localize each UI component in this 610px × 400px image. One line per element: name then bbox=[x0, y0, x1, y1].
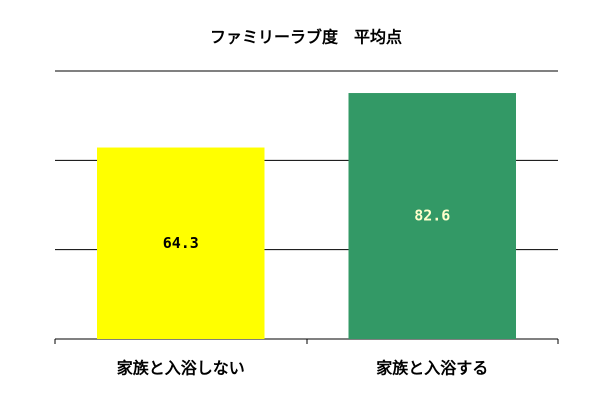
bar bbox=[348, 93, 516, 339]
value-label: 82.6 bbox=[414, 207, 450, 225]
x-tick-label: 家族と入浴しない bbox=[117, 359, 245, 378]
x-tick-label: 家族と入浴する bbox=[376, 359, 488, 378]
bar bbox=[97, 147, 265, 339]
value-label: 64.3 bbox=[163, 234, 199, 252]
chart-title: ファミリーラブ度 平均点 bbox=[210, 28, 402, 47]
